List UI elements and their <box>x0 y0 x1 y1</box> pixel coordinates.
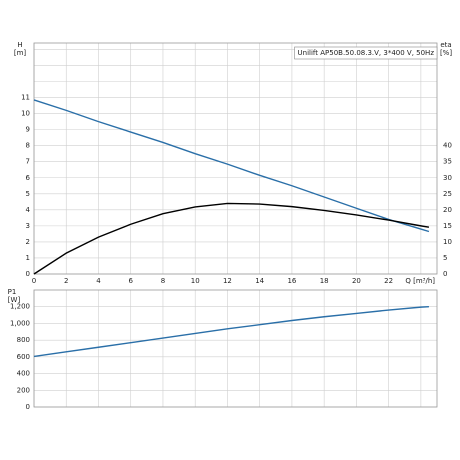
y-tick-label: 600 <box>17 353 30 361</box>
chart-title: Unilift AP50B.50.08.3.V, 3*400 V, 50Hz <box>298 49 435 57</box>
y-tick-label: 0 <box>26 270 30 278</box>
x-tick-label: 0 <box>32 277 36 285</box>
x-tick-label: 22 <box>384 277 393 285</box>
y-tick-label: 8 <box>26 142 30 150</box>
y2-tick-label: 20 <box>443 206 452 214</box>
y2-tick-label: 15 <box>443 222 452 230</box>
curve <box>33 99 430 233</box>
plot-frame <box>33 42 438 275</box>
y2-tick-label: 5 <box>443 254 447 262</box>
y-tick-label: 1,000 <box>10 319 30 327</box>
x-tick-label: 4 <box>96 277 101 285</box>
y2-tick-label: 25 <box>443 190 452 198</box>
x-tick-label: 8 <box>161 277 165 285</box>
y-tick-label: 200 <box>17 386 30 394</box>
y-tick-label: 5 <box>26 190 30 198</box>
y-tick-label: 10 <box>21 110 30 118</box>
y-axis-label: P1 <box>8 288 17 296</box>
y2-tick-label: 40 <box>443 142 452 150</box>
y-tick-label: 2 <box>26 238 30 246</box>
y-tick-label: 3 <box>26 222 30 230</box>
y2-tick-label: 10 <box>443 238 452 246</box>
title-box <box>294 46 438 60</box>
y-tick-label: 400 <box>17 370 30 378</box>
y-tick-label: 800 <box>17 336 30 344</box>
y-axis-unit: [m] <box>14 49 27 57</box>
y-tick-label: 6 <box>26 174 31 182</box>
y-tick-label: 0 <box>26 403 30 411</box>
y-tick-label: 7 <box>26 158 30 166</box>
x-tick-label: 20 <box>352 277 361 285</box>
y-tick-label: 1,200 <box>10 303 30 311</box>
y2-axis-label: eta <box>440 41 451 49</box>
y-axis-unit: [W] <box>8 296 21 304</box>
x-tick-label: 14 <box>255 277 264 285</box>
y-tick-label: 4 <box>26 206 31 214</box>
x-tick-label: 10 <box>191 277 200 285</box>
x-axis-label: Q [m³/h] <box>405 277 435 285</box>
y2-tick-label: 0 <box>443 270 447 278</box>
y-tick-label: 11 <box>21 94 30 102</box>
x-tick-label: 24 <box>416 277 425 285</box>
plot-frame <box>33 289 438 408</box>
y2-tick-label: 30 <box>443 174 452 182</box>
y-tick-label: 9 <box>26 126 30 134</box>
curve <box>33 202 430 275</box>
x-tick-label: 6 <box>128 277 133 285</box>
y-tick-label: 1 <box>26 254 30 262</box>
y-axis-label: H <box>17 41 22 49</box>
y2-axis-unit: [%] <box>440 49 452 57</box>
x-tick-label: 2 <box>64 277 68 285</box>
y2-tick-label: 35 <box>443 158 452 166</box>
x-tick-label: 16 <box>287 277 296 285</box>
x-tick-label: 12 <box>223 277 232 285</box>
curve <box>33 306 429 358</box>
x-tick-label: 18 <box>320 277 329 285</box>
